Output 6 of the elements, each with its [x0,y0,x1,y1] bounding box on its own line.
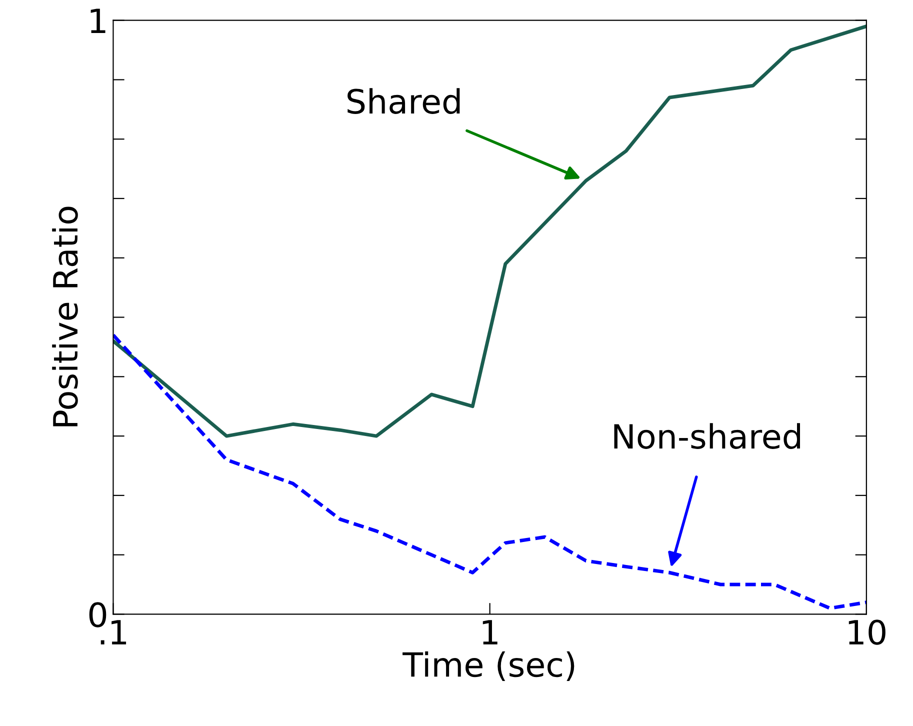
x-tick-label: 1 [482,620,498,644]
x-tick-label: 10 [848,620,886,645]
annotation: Shared [348,88,460,114]
y-axis-title: Positive Ratio [52,206,78,426]
x-axis-title: Time (sec) [402,651,574,682]
annotation: Non-shared [614,423,800,449]
